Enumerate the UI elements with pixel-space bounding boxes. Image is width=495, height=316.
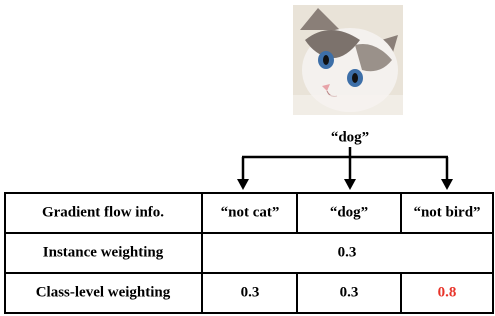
table: Gradient flow info. “not cat” “dog” “not… bbox=[36, 204, 481, 300]
diagram: “dog” Gradient flow info. “not cat” “dog… bbox=[0, 0, 495, 316]
cell: 0.3 bbox=[338, 244, 357, 260]
cat-image bbox=[293, 5, 403, 115]
header-cell: Gradient flow info. bbox=[42, 204, 164, 220]
header-cell: “not bird” bbox=[413, 204, 480, 220]
header-cell: “dog” bbox=[330, 204, 368, 220]
cell: 0.3 bbox=[241, 284, 260, 300]
row-label: Class-level weighting bbox=[36, 284, 171, 300]
cell: 0.3 bbox=[340, 284, 359, 300]
header-cell: “not cat” bbox=[221, 204, 280, 220]
row-label: Instance weighting bbox=[43, 244, 164, 260]
highlighted-cell: 0.8 bbox=[438, 284, 457, 300]
page: {"image_label": "“dog”", "table": {"head… bbox=[0, 0, 495, 316]
arrows bbox=[242, 147, 448, 181]
arrowheads bbox=[237, 179, 453, 190]
image-label: “dog” bbox=[331, 129, 369, 145]
